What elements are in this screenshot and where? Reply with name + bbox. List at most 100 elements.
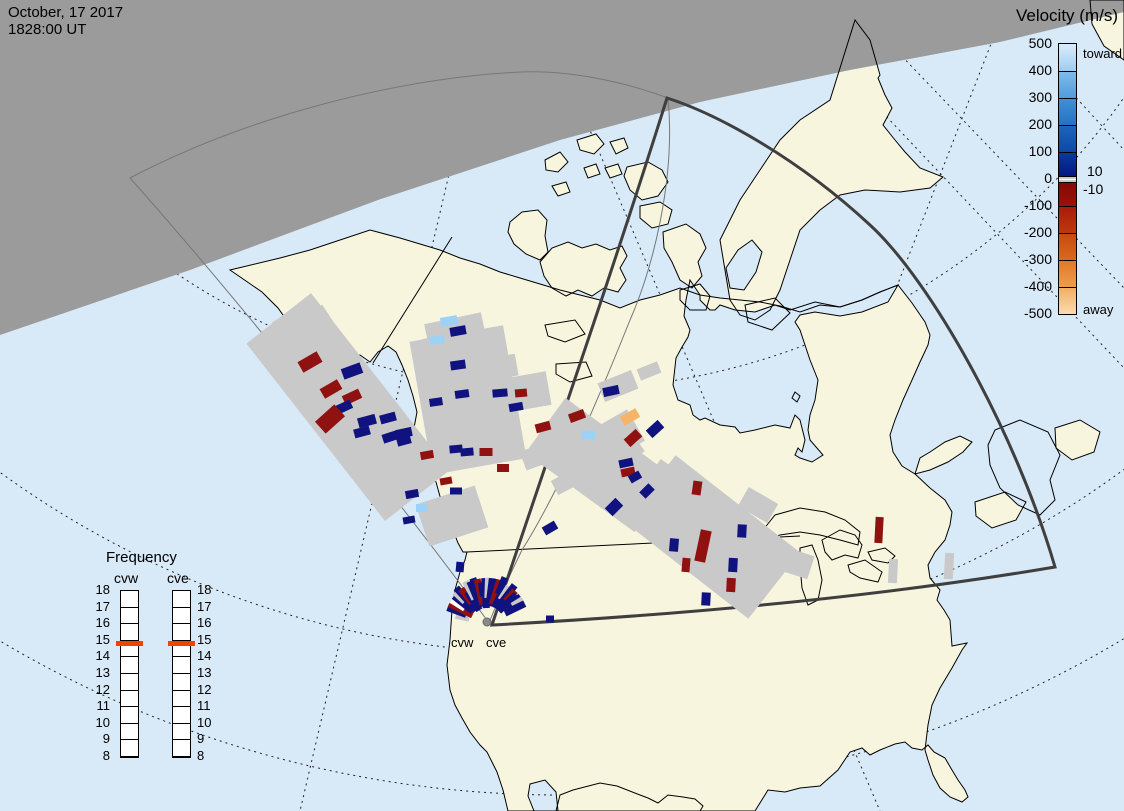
velocity-cell: [479, 448, 493, 456]
velocity-cell: [314, 404, 346, 434]
velocity-tick-label: 100: [1028, 143, 1052, 159]
ground-scatter-cell: [475, 353, 519, 383]
freq-tick-label-right: 10: [197, 714, 212, 730]
radar-site-dot: [482, 617, 492, 627]
freq-cell: [173, 657, 190, 674]
near-range-cluster: [446, 576, 527, 622]
velocity-cell: [541, 520, 559, 536]
freq-tick-label-left: 10: [95, 714, 110, 730]
velocity-cell: [534, 420, 552, 434]
ground-scatter-cell: [525, 397, 675, 533]
colorbar-tick-line: [1059, 71, 1076, 72]
velocity-cell: [581, 430, 595, 440]
alaska-yukon-border: [372, 236, 453, 364]
velocity-cell: [429, 334, 445, 346]
velocity-cell: [602, 384, 620, 398]
velocity-cell: [340, 362, 364, 380]
freq-cell: [121, 657, 138, 674]
freq-cell: [121, 674, 138, 691]
freq-bar-cve: [172, 590, 191, 758]
freq-cell: [173, 591, 190, 608]
freq-marker-cvw: [116, 641, 143, 646]
velocity-cell: [439, 315, 459, 327]
freq-marker-cve: [168, 641, 195, 646]
colorbar-tick-line: [1059, 233, 1076, 234]
velocity-cell: [429, 397, 443, 407]
velocity-cell: [737, 524, 747, 538]
velocity-colorbar: [1058, 43, 1077, 315]
velocity-cell: [619, 408, 641, 426]
velocity-cell: [627, 470, 643, 484]
freq-tick-label-left: 17: [95, 598, 110, 614]
freq-tick-label-left: 12: [95, 681, 110, 697]
freq-tick-label-right: 15: [197, 631, 212, 647]
velocity-cell: [623, 428, 643, 448]
freq-cell: [121, 740, 138, 757]
velocity-cell: [618, 457, 634, 469]
ground-scatter-cell: [737, 486, 779, 524]
velocity-tick-label: 200: [1028, 116, 1052, 132]
velocity-cell: [404, 488, 420, 500]
ground-scatter-cell: [415, 485, 489, 547]
velocity-cell: [402, 515, 416, 525]
velocity-cell: [701, 592, 711, 606]
colorbar-segment: [1059, 233, 1076, 260]
velocity-tick-label: 400: [1028, 62, 1052, 78]
freq-tick-label-left: 15: [95, 631, 110, 647]
freq-tick-label-left: 16: [95, 615, 110, 631]
freq-tick-label-right: 8: [197, 748, 205, 763]
velocity-cell: [449, 359, 467, 371]
ground-scatter-cell: [636, 361, 662, 381]
velocity-tick-label: -300: [1023, 251, 1052, 267]
freq-column-label-cvw: cvw: [114, 570, 139, 586]
lake-superior: [762, 507, 861, 546]
zero-line: [1059, 179, 1076, 180]
velocity-cell: [379, 411, 397, 425]
freq-cell: [173, 624, 190, 641]
velocity-cell: [726, 577, 736, 593]
cve-fov-outline: [489, 96, 1057, 627]
timestamp: October, 17 2017 1828:00 UT: [8, 4, 123, 38]
colorbar-segment: [1059, 179, 1076, 206]
freq-cell: [121, 691, 138, 708]
velocity-cell: [416, 504, 428, 512]
velocity-cell: [353, 425, 371, 439]
frequency-legend-title: Frequency: [106, 549, 177, 566]
freq-tick-label-left: 18: [95, 582, 110, 597]
velocity-cell: [439, 476, 453, 486]
ground-scatter-cell: [943, 552, 955, 580]
colorbar-tick-line: [1059, 125, 1076, 126]
velocity-tick-label: -200: [1023, 224, 1052, 240]
freq-tick-label-left: 9: [102, 731, 110, 747]
velocity-cells: [297, 315, 884, 623]
velocity-cell: [874, 516, 884, 544]
time-text: 1828:00 UT: [8, 21, 87, 38]
velocity-cell: [460, 447, 474, 457]
ground-scatter-cell: [887, 558, 899, 584]
velocity-cell: [396, 435, 412, 447]
freq-cell: [121, 707, 138, 724]
ground-scatter-pos-label: 10: [1087, 163, 1103, 179]
radar-label-cve: cve: [486, 635, 507, 650]
freq-cell: [173, 691, 190, 708]
colorbar-segment: [1059, 206, 1076, 233]
great-bear-lake: [544, 319, 586, 343]
velocity-cell: [645, 419, 665, 439]
freq-cell: [173, 641, 190, 658]
freq-cell: [121, 591, 138, 608]
freq-cell: [173, 724, 190, 741]
freq-cell: [121, 641, 138, 658]
freq-tick-label-left: 13: [95, 665, 110, 680]
velocity-tick-label: -500: [1023, 305, 1052, 321]
freq-tick-label-right: 16: [197, 615, 212, 631]
freq-tick-label-right: 13: [197, 665, 212, 680]
velocity-cell: [455, 561, 465, 573]
velocity-cell: [492, 388, 508, 398]
velocity-cell: [508, 401, 524, 413]
colorbar-segment: [1059, 125, 1076, 152]
velocity-cell: [728, 557, 738, 573]
velocity-cell: [297, 351, 323, 373]
velocity-cell: [419, 449, 435, 461]
velocity-cell: [357, 413, 377, 429]
